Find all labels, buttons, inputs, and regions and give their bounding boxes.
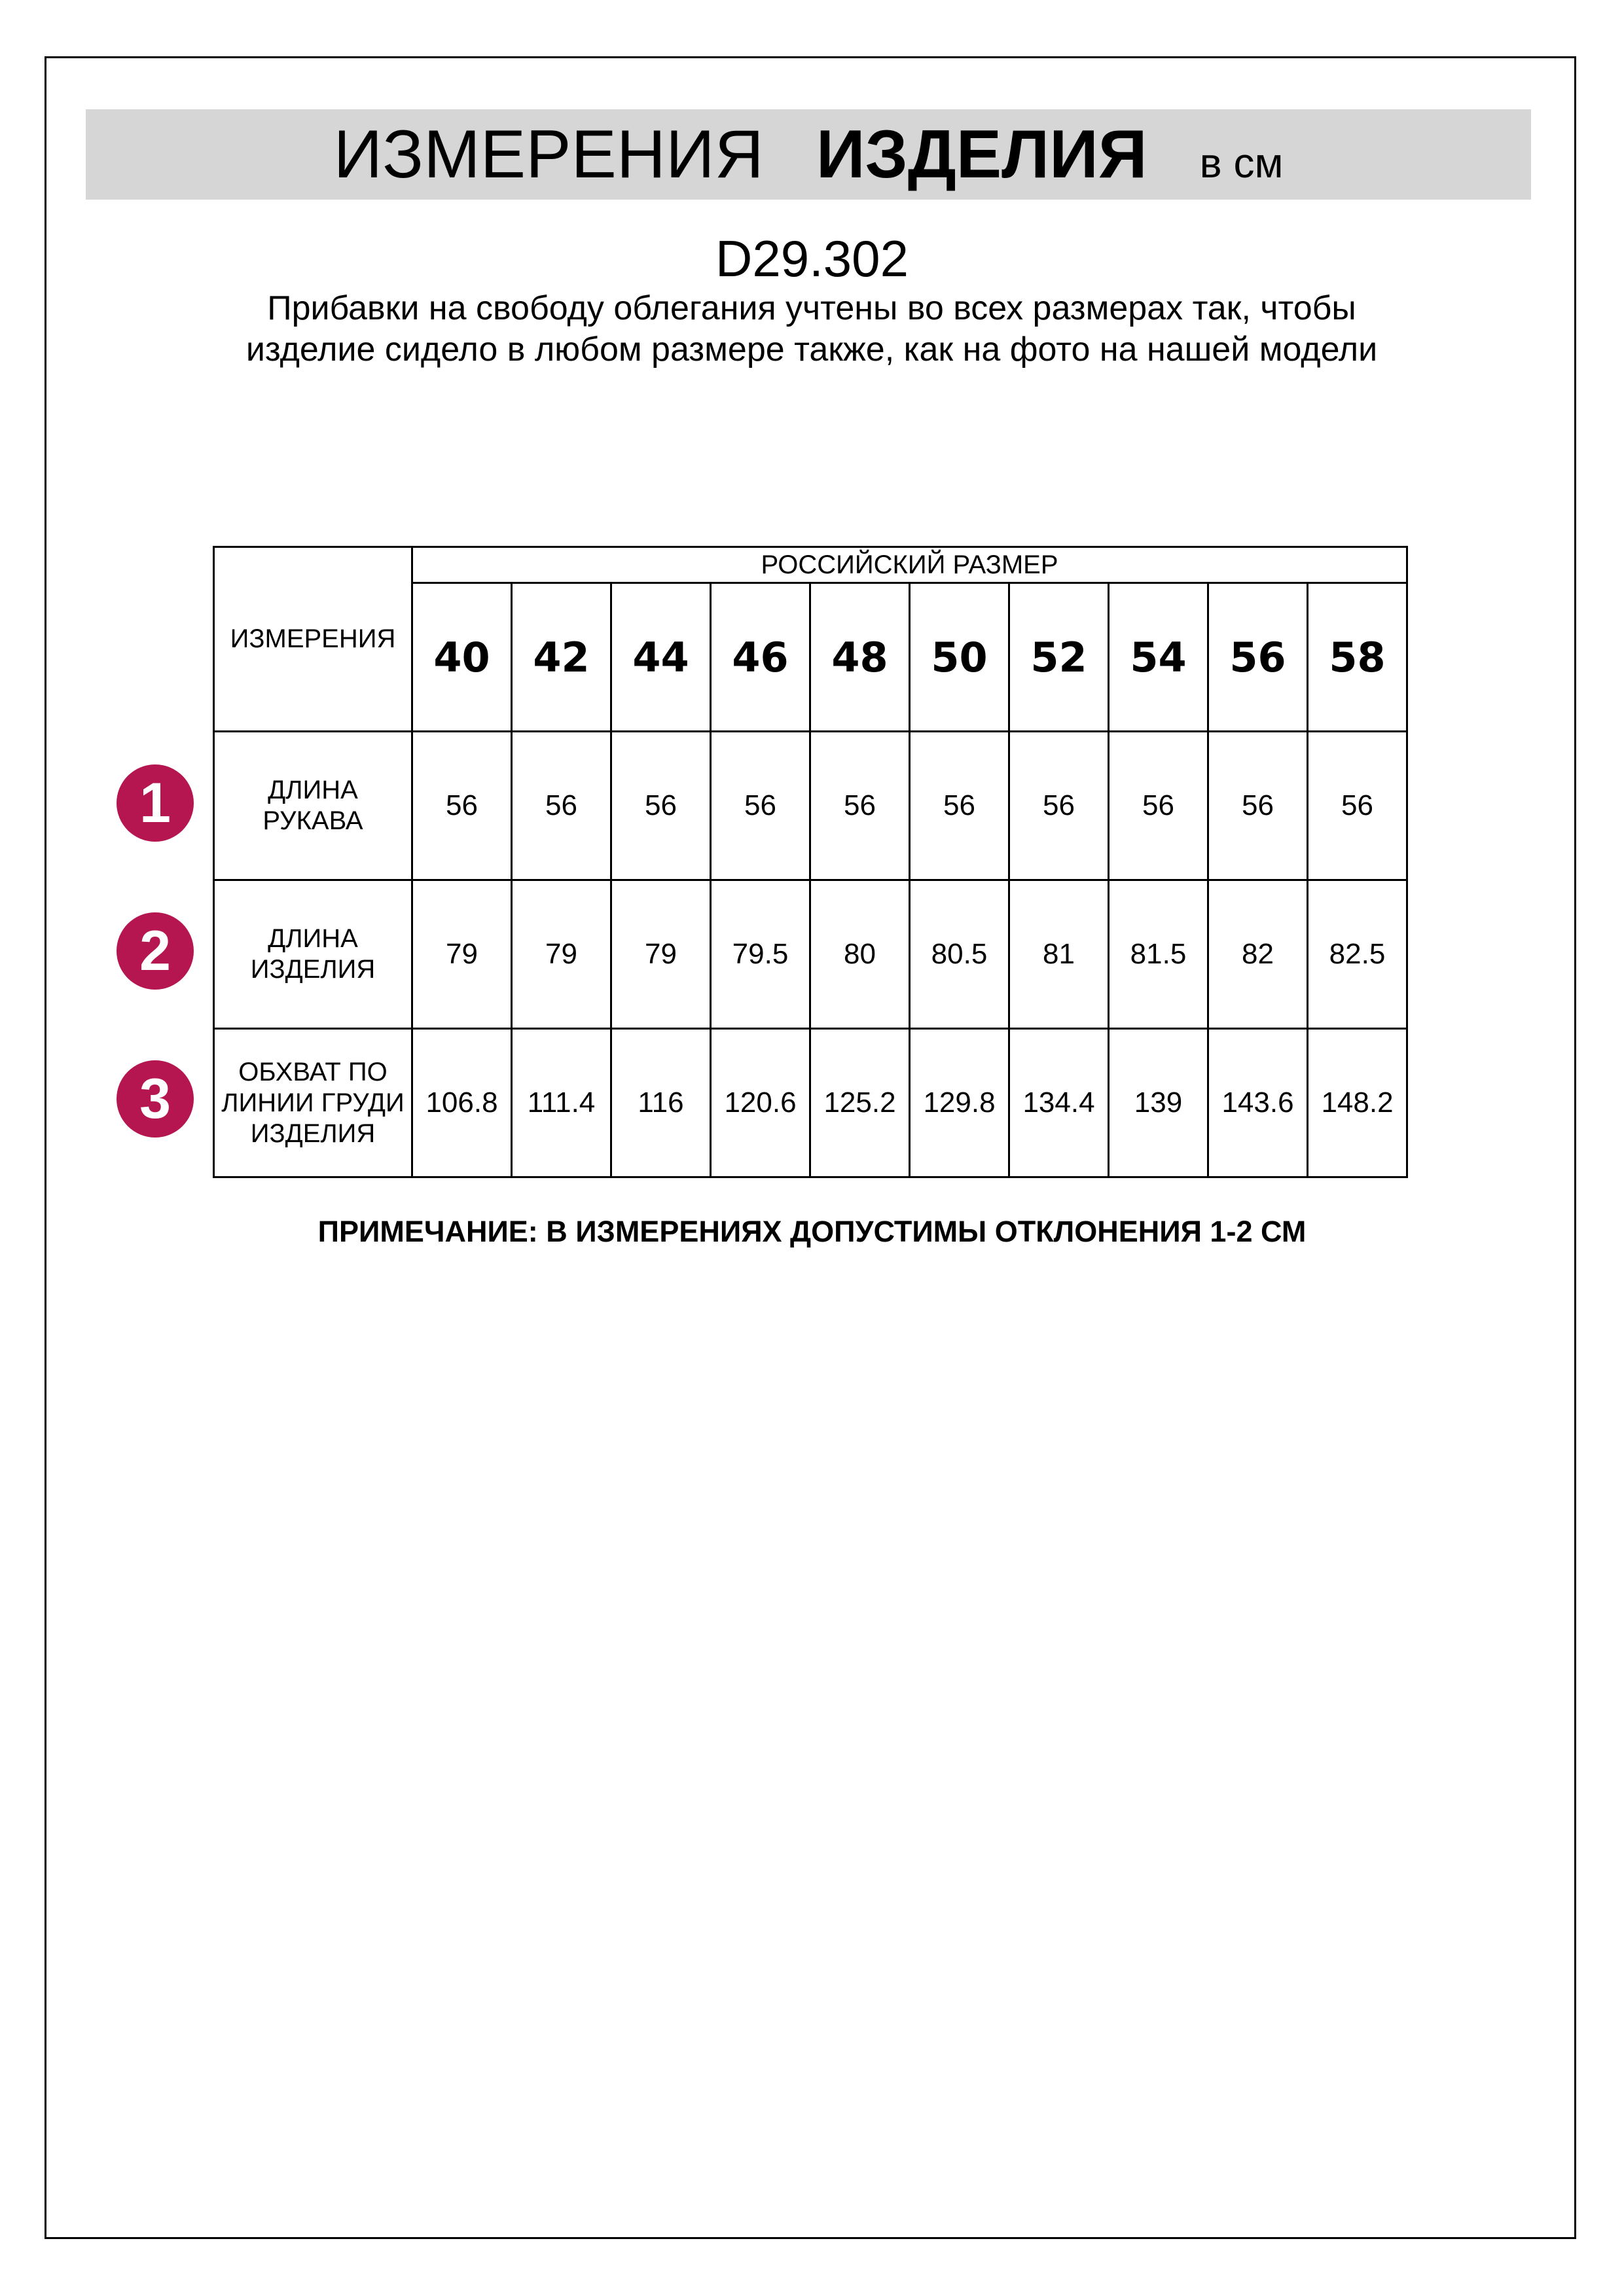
size-header: 46 — [710, 582, 811, 732]
description: Прибавки на свободу облегания учтены во … — [245, 289, 1378, 368]
table-row: ДЛИНА РУКАВА 56 56 56 56 56 56 56 56 56 56 — [213, 730, 1408, 881]
table-cell: 143.6 — [1207, 1028, 1308, 1178]
size-header: 48 — [809, 582, 911, 732]
size-group-header: РОССИЙСКИЙ РАЗМЕР — [411, 546, 1408, 584]
size-header: 52 — [1008, 582, 1110, 732]
size-header: 58 — [1307, 582, 1408, 732]
product-code: D29.302 — [715, 230, 909, 287]
note: ПРИМЕЧАНИЕ: В ИЗМЕРЕНИЯХ ДОПУСТИМЫ ОТКЛО… — [317, 1215, 1307, 1248]
title-unit: в см — [1199, 139, 1284, 187]
size-header: 44 — [610, 582, 712, 732]
row-number-badge: 2 — [117, 912, 194, 990]
table-cell: 134.4 — [1008, 1028, 1110, 1178]
table-cell: 139 — [1108, 1028, 1209, 1178]
table-cell: 80 — [809, 879, 911, 1030]
table-cell: 56 — [610, 730, 712, 881]
table-cell: 56 — [411, 730, 513, 881]
row-number-badge: 1 — [117, 764, 194, 842]
row-number-badge: 3 — [117, 1060, 194, 1138]
size-header: 40 — [411, 582, 513, 732]
table-cell: 79 — [411, 879, 513, 1030]
table-cell: 125.2 — [809, 1028, 911, 1178]
size-header: 56 — [1207, 582, 1308, 732]
table-cell: 148.2 — [1307, 1028, 1408, 1178]
table-cell: 56 — [1108, 730, 1209, 881]
table-row: ОБХВАТ ПО ЛИНИИ ГРУДИ ИЗДЕЛИЯ 106.8 111.4 1… — [213, 1028, 1408, 1178]
title-bold: ИЗДЕЛИЯ — [816, 117, 1147, 192]
table-cell: 56 — [809, 730, 911, 881]
table-cell: 81 — [1008, 879, 1110, 1030]
size-header: 42 — [511, 582, 612, 732]
table-cell: 56 — [710, 730, 811, 881]
table-cell: 111.4 — [511, 1028, 612, 1178]
table-cell: 56 — [909, 730, 1010, 881]
table-cell: 56 — [1008, 730, 1110, 881]
table-cell: 56 — [1207, 730, 1308, 881]
title-regular: ИЗМЕРЕНИЯ — [333, 117, 764, 192]
row-label: ДЛИНА РУКАВА — [213, 730, 413, 881]
table-cell: 81.5 — [1108, 879, 1209, 1030]
table-cell: 79.5 — [710, 879, 811, 1030]
table-cell: 120.6 — [710, 1028, 811, 1178]
row-label: ОБХВАТ ПО ЛИНИИ ГРУДИ ИЗДЕЛИЯ — [213, 1028, 413, 1178]
page-border — [45, 56, 1576, 2239]
table-cell: 56 — [511, 730, 612, 881]
table-cell: 82 — [1207, 879, 1308, 1030]
table-cell: 80.5 — [909, 879, 1010, 1030]
table-cell: 79 — [511, 879, 612, 1030]
measure-header: ИЗМЕРЕНИЯ — [213, 546, 413, 732]
title-band: ИЗМЕРЕНИЯ ИЗДЕЛИЯ в см — [86, 109, 1531, 200]
table-cell: 79 — [610, 879, 712, 1030]
size-table: ИЗМЕРЕНИЯ РОССИЙСКИЙ РАЗМЕР 40 42 44 46 48 50 52… — [213, 546, 1408, 1178]
table-cell: 116 — [610, 1028, 712, 1178]
size-header: 54 — [1108, 582, 1209, 732]
table-cell: 56 — [1307, 730, 1408, 881]
size-header: 50 — [909, 582, 1010, 732]
table-cell: 129.8 — [909, 1028, 1010, 1178]
table-cell: 82.5 — [1307, 879, 1408, 1030]
row-label: ДЛИНА ИЗДЕЛИЯ — [213, 879, 413, 1030]
table-cell: 106.8 — [411, 1028, 513, 1178]
table-row: ДЛИНА ИЗДЕЛИЯ 79 79 79 79.5 80 80.5 81 81.5 82 82.… — [213, 879, 1408, 1030]
